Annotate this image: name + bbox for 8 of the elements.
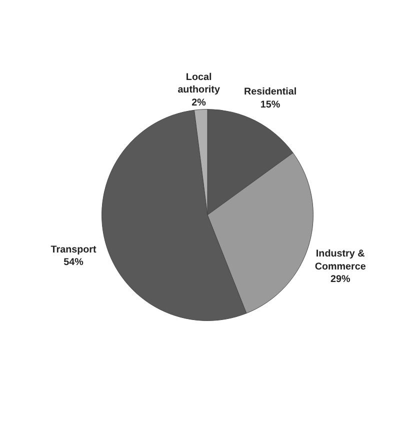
slice-label: Residential <box>244 86 297 98</box>
slice-label: Industry & Commerce <box>314 248 366 272</box>
slice-label: Local authority <box>178 72 220 96</box>
data-label: 54% <box>64 257 84 268</box>
slice-label: Transport <box>50 244 97 256</box>
data-label: 29% <box>330 274 350 286</box>
data-label: 15% <box>260 100 280 111</box>
data-label: 2% <box>192 98 206 109</box>
